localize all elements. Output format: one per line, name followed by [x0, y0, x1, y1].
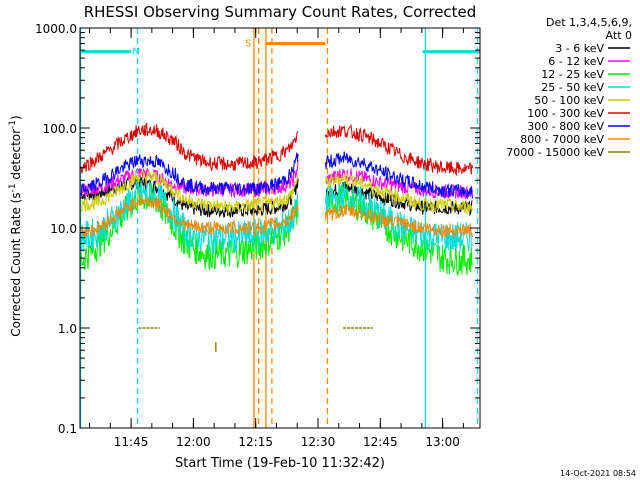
legend-label-1: 6 - 12 keV: [548, 55, 604, 68]
x-tick-label-2: 12:15: [238, 435, 273, 449]
annotation-label-0: N: [132, 47, 139, 58]
series-line-7-1: [325, 203, 473, 239]
series-line-5-1: [325, 123, 473, 177]
legend-label-7: 800 - 7000 keV: [520, 133, 604, 146]
series-line-1-0: [80, 160, 299, 199]
series-line-7-0: [80, 194, 299, 239]
series-line-6-0: [80, 152, 299, 197]
y-tick-label-4: 1000.0: [35, 22, 77, 36]
chart-title: RHESSI Observing Summary Count Rates, Co…: [84, 3, 477, 21]
legend-label-5: 100 - 300 keV: [527, 107, 604, 120]
series-line-0-0: [80, 175, 299, 219]
series-line-0-1: [325, 181, 473, 217]
y-tick-label-1: 1.0: [58, 322, 77, 336]
y-tick-label-3: 100.0: [43, 122, 77, 136]
series-line-4-1: [325, 173, 473, 216]
axes: 0.1 1.0 10.0 100.0 1000.0 11:45 12:00 12:15 12:3…: [35, 22, 481, 449]
legend-label-2: 12 - 25 keV: [541, 68, 604, 81]
legend-label-0: 3 - 6 keV: [555, 42, 604, 55]
legend-label-4: 50 - 100 keV: [534, 94, 604, 107]
x-tick-label-4: 12:45: [363, 435, 398, 449]
x-tick-label-5: 13:00: [425, 435, 460, 449]
x-tick-label-3: 12:30: [301, 435, 336, 449]
series-line-5-0: [80, 122, 299, 174]
x-tick-label-1: 12:00: [176, 435, 211, 449]
series-line-6-1: [325, 151, 473, 199]
legend-attenuator-header: Att 0: [606, 29, 632, 42]
legend-label-8: 7000 - 15000 keV: [506, 146, 604, 159]
x-tick-label-0: 11:45: [114, 435, 149, 449]
legend-detector-header: Det 1,3,4,5,6,9,: [546, 16, 632, 29]
legend-label-3: 25 - 50 keV: [541, 81, 604, 94]
y-tick-label-2: 10.0: [50, 222, 77, 236]
y-tick-label-0: 0.1: [58, 422, 77, 436]
x-axis-label: Start Time (19-Feb-10 11:32:42): [175, 456, 385, 471]
series-line-3-1: [325, 181, 473, 252]
plot-area: NS: [79, 28, 480, 428]
y-axis-label: Corrected Count Rate (s-1 detector-1): [8, 115, 23, 336]
generated-timestamp: 14-Oct-2021 08:54: [560, 469, 636, 478]
legend-label-6: 300 - 800 keV: [527, 120, 604, 133]
series-line-4-0: [80, 169, 299, 214]
annotation-label-1: S: [245, 38, 251, 49]
